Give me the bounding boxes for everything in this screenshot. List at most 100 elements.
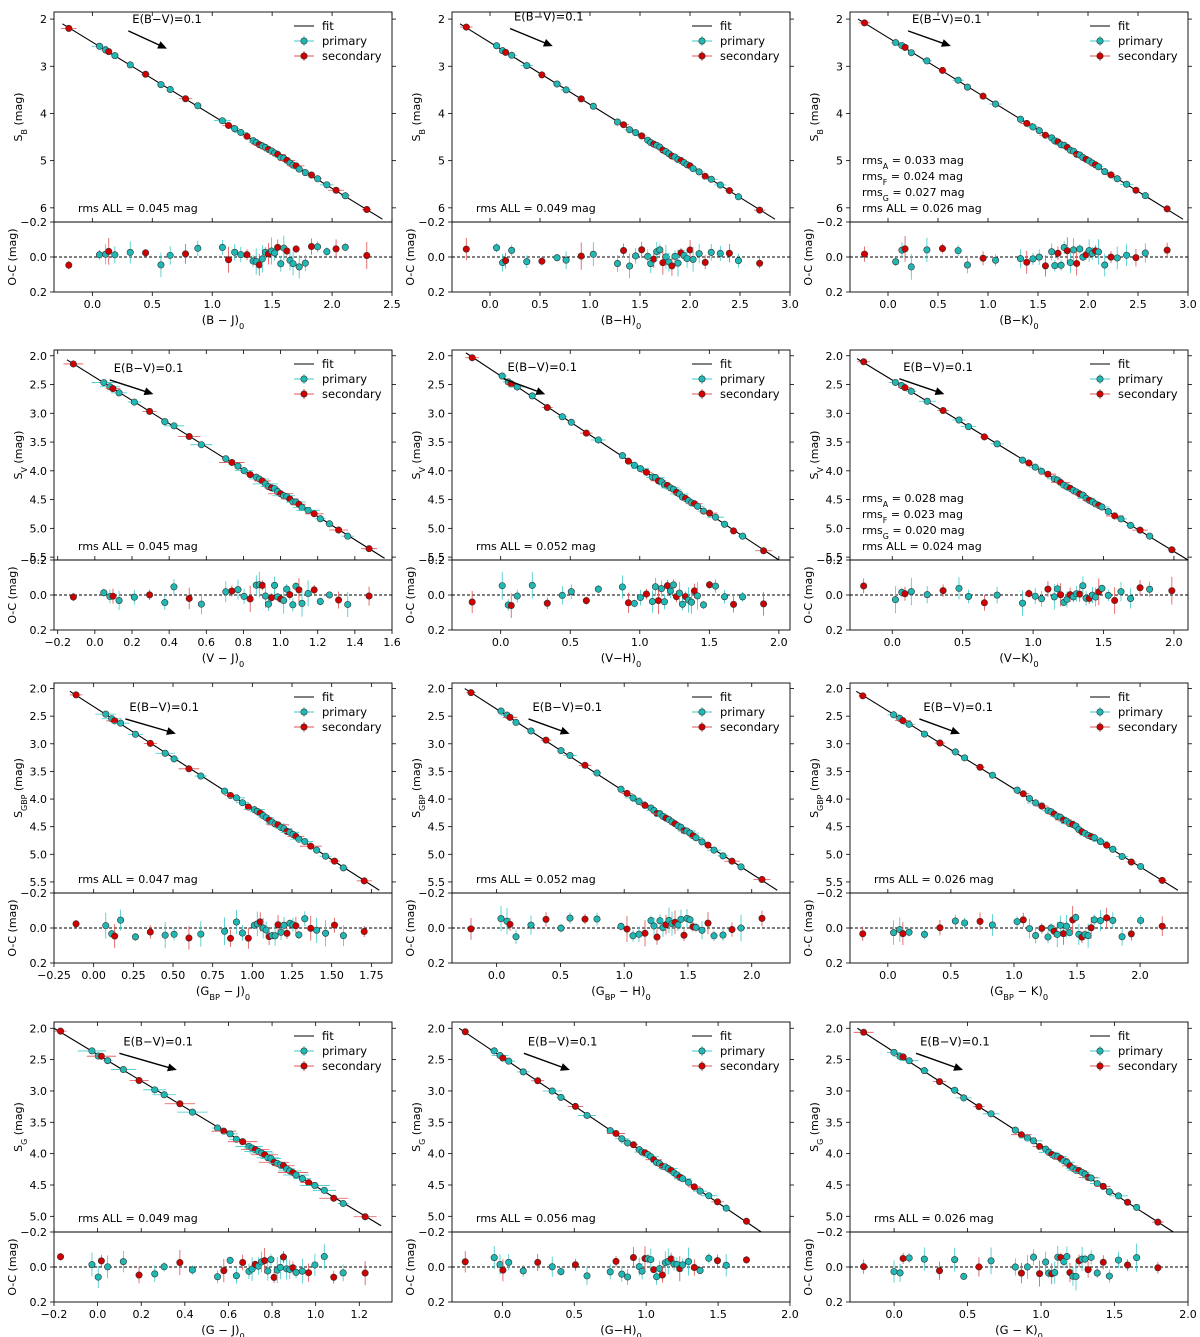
reddening-label: E(B−V)=0.1 <box>123 1034 193 1048</box>
primary-residual <box>277 260 285 268</box>
reddening-arrow <box>523 1052 568 1070</box>
primary-point <box>617 785 625 793</box>
primary-residual <box>301 259 309 267</box>
panel-3: 2 3 4 5 6 SB (mag) −0.2 0.0 0.2 O-C (mag) 0.0 0.5 1.… <box>802 11 1197 331</box>
primary-residual <box>566 914 574 922</box>
primary-point <box>618 452 626 460</box>
y-tick-label: 5.5 <box>30 551 48 564</box>
x-tick-label: 2.0 <box>743 969 761 982</box>
oc-y-tick-label: 0.2 <box>30 624 48 637</box>
primary-residual <box>1072 914 1080 922</box>
primary-point <box>344 532 352 540</box>
rms-text: rms ALL = 0.052 mag <box>476 873 596 886</box>
reddening-arrow-head <box>143 387 154 396</box>
primary-residual <box>1146 585 1154 593</box>
secondary-residual <box>1132 254 1140 262</box>
primary-residual <box>694 592 702 600</box>
primary-residual <box>1098 584 1106 592</box>
primary-residual <box>1050 593 1058 601</box>
secondary-point <box>239 1138 247 1146</box>
primary-point <box>497 707 505 715</box>
primary-residual <box>993 591 1001 599</box>
reddening-label: E(B−V)=0.1 <box>912 12 982 26</box>
primary-residual <box>313 926 321 934</box>
primary-residual <box>721 593 729 601</box>
oc-axis-label: O-C (mag) <box>404 899 417 956</box>
primary-residual <box>493 244 501 252</box>
secondary-point <box>571 1102 579 1110</box>
primary-residual <box>923 246 931 254</box>
primary-point <box>1016 115 1024 123</box>
primary-residual <box>651 583 659 591</box>
primary-point <box>606 1127 614 1135</box>
primary-residual <box>323 248 331 256</box>
primary-residual <box>322 929 330 937</box>
secondary-point <box>69 360 77 368</box>
x-tick-label: 0.5 <box>531 298 549 311</box>
primary-point <box>222 455 230 463</box>
primary-point <box>923 57 931 65</box>
primary-point <box>1011 1126 1019 1134</box>
primary-residual <box>344 600 352 608</box>
secondary-residual <box>111 932 119 940</box>
x-tick-label: 0.0 <box>884 636 902 649</box>
primary-residual <box>234 586 242 594</box>
secondary-residual <box>335 596 343 604</box>
legend-secondary-label: secondary <box>720 49 780 63</box>
primary-point <box>992 100 1000 108</box>
secondary-residual <box>146 928 154 936</box>
secondary-point <box>936 739 944 747</box>
secondary-residual <box>1044 585 1052 593</box>
primary-point <box>508 51 516 59</box>
oc-y-tick-label: 0.0 <box>30 922 48 935</box>
primary-point <box>553 80 561 88</box>
panel-6: 2.0 2.5 3.0 3.5 4.0 4.5 5.0 5.5 SV (mag) −0.2 0.0 0… <box>802 349 1192 669</box>
oc-y-tick-label: −0.2 <box>418 554 445 567</box>
secondary-residual <box>1017 1269 1025 1277</box>
primary-point <box>694 502 702 510</box>
secondary-residual <box>65 261 73 269</box>
primary-residual <box>710 932 718 940</box>
secondary-residual <box>225 256 233 264</box>
x-tick-label: 0.8 <box>263 1308 281 1321</box>
primary-residual <box>231 248 239 256</box>
secondary-point <box>330 1194 338 1202</box>
secondary-residual <box>228 587 236 595</box>
primary-residual <box>896 1269 904 1277</box>
reddening-arrow <box>128 30 165 49</box>
secondary-point <box>939 407 947 415</box>
primary-residual <box>1101 261 1109 269</box>
x-tick-label: 0.00 <box>81 969 106 982</box>
primary-residual <box>166 251 174 259</box>
primary-point <box>1137 862 1145 870</box>
secondary-residual <box>654 597 662 605</box>
secondary-residual <box>461 1258 469 1266</box>
primary-residual <box>1063 1253 1071 1261</box>
primary-residual <box>490 1254 498 1262</box>
x-tick-label: 0.5 <box>954 636 972 649</box>
secondary-point <box>642 468 650 476</box>
secondary-residual <box>1127 930 1135 938</box>
legend-fit-label: fit <box>720 357 732 371</box>
secondary-point <box>365 545 373 553</box>
primary-residual <box>1104 591 1112 599</box>
x-tick-label: 1.0 <box>272 636 290 649</box>
reddening-label: E(B−V)=0.1 <box>920 1034 990 1048</box>
secondary-point <box>620 121 628 129</box>
primary-residual <box>304 589 312 597</box>
y-axis-label: SGBP (mag) <box>410 758 427 818</box>
reddening-label: E(B−V)=0.1 <box>129 700 199 714</box>
y-axis-label: SV (mag) <box>410 431 427 480</box>
primary-point <box>737 863 745 871</box>
secondary-residual <box>742 1256 750 1264</box>
secondary-residual <box>728 926 736 934</box>
primary-residual <box>339 1269 347 1277</box>
primary-point <box>920 730 928 738</box>
reddening-arrow-head <box>542 39 553 47</box>
secondary-residual <box>185 934 193 942</box>
x-tick-label: 0.5 <box>929 298 947 311</box>
primary-residual <box>548 1263 556 1271</box>
secondary-residual <box>650 255 658 263</box>
x-axis-label: (V−K)0 <box>999 651 1038 669</box>
primary-residual <box>692 923 700 931</box>
